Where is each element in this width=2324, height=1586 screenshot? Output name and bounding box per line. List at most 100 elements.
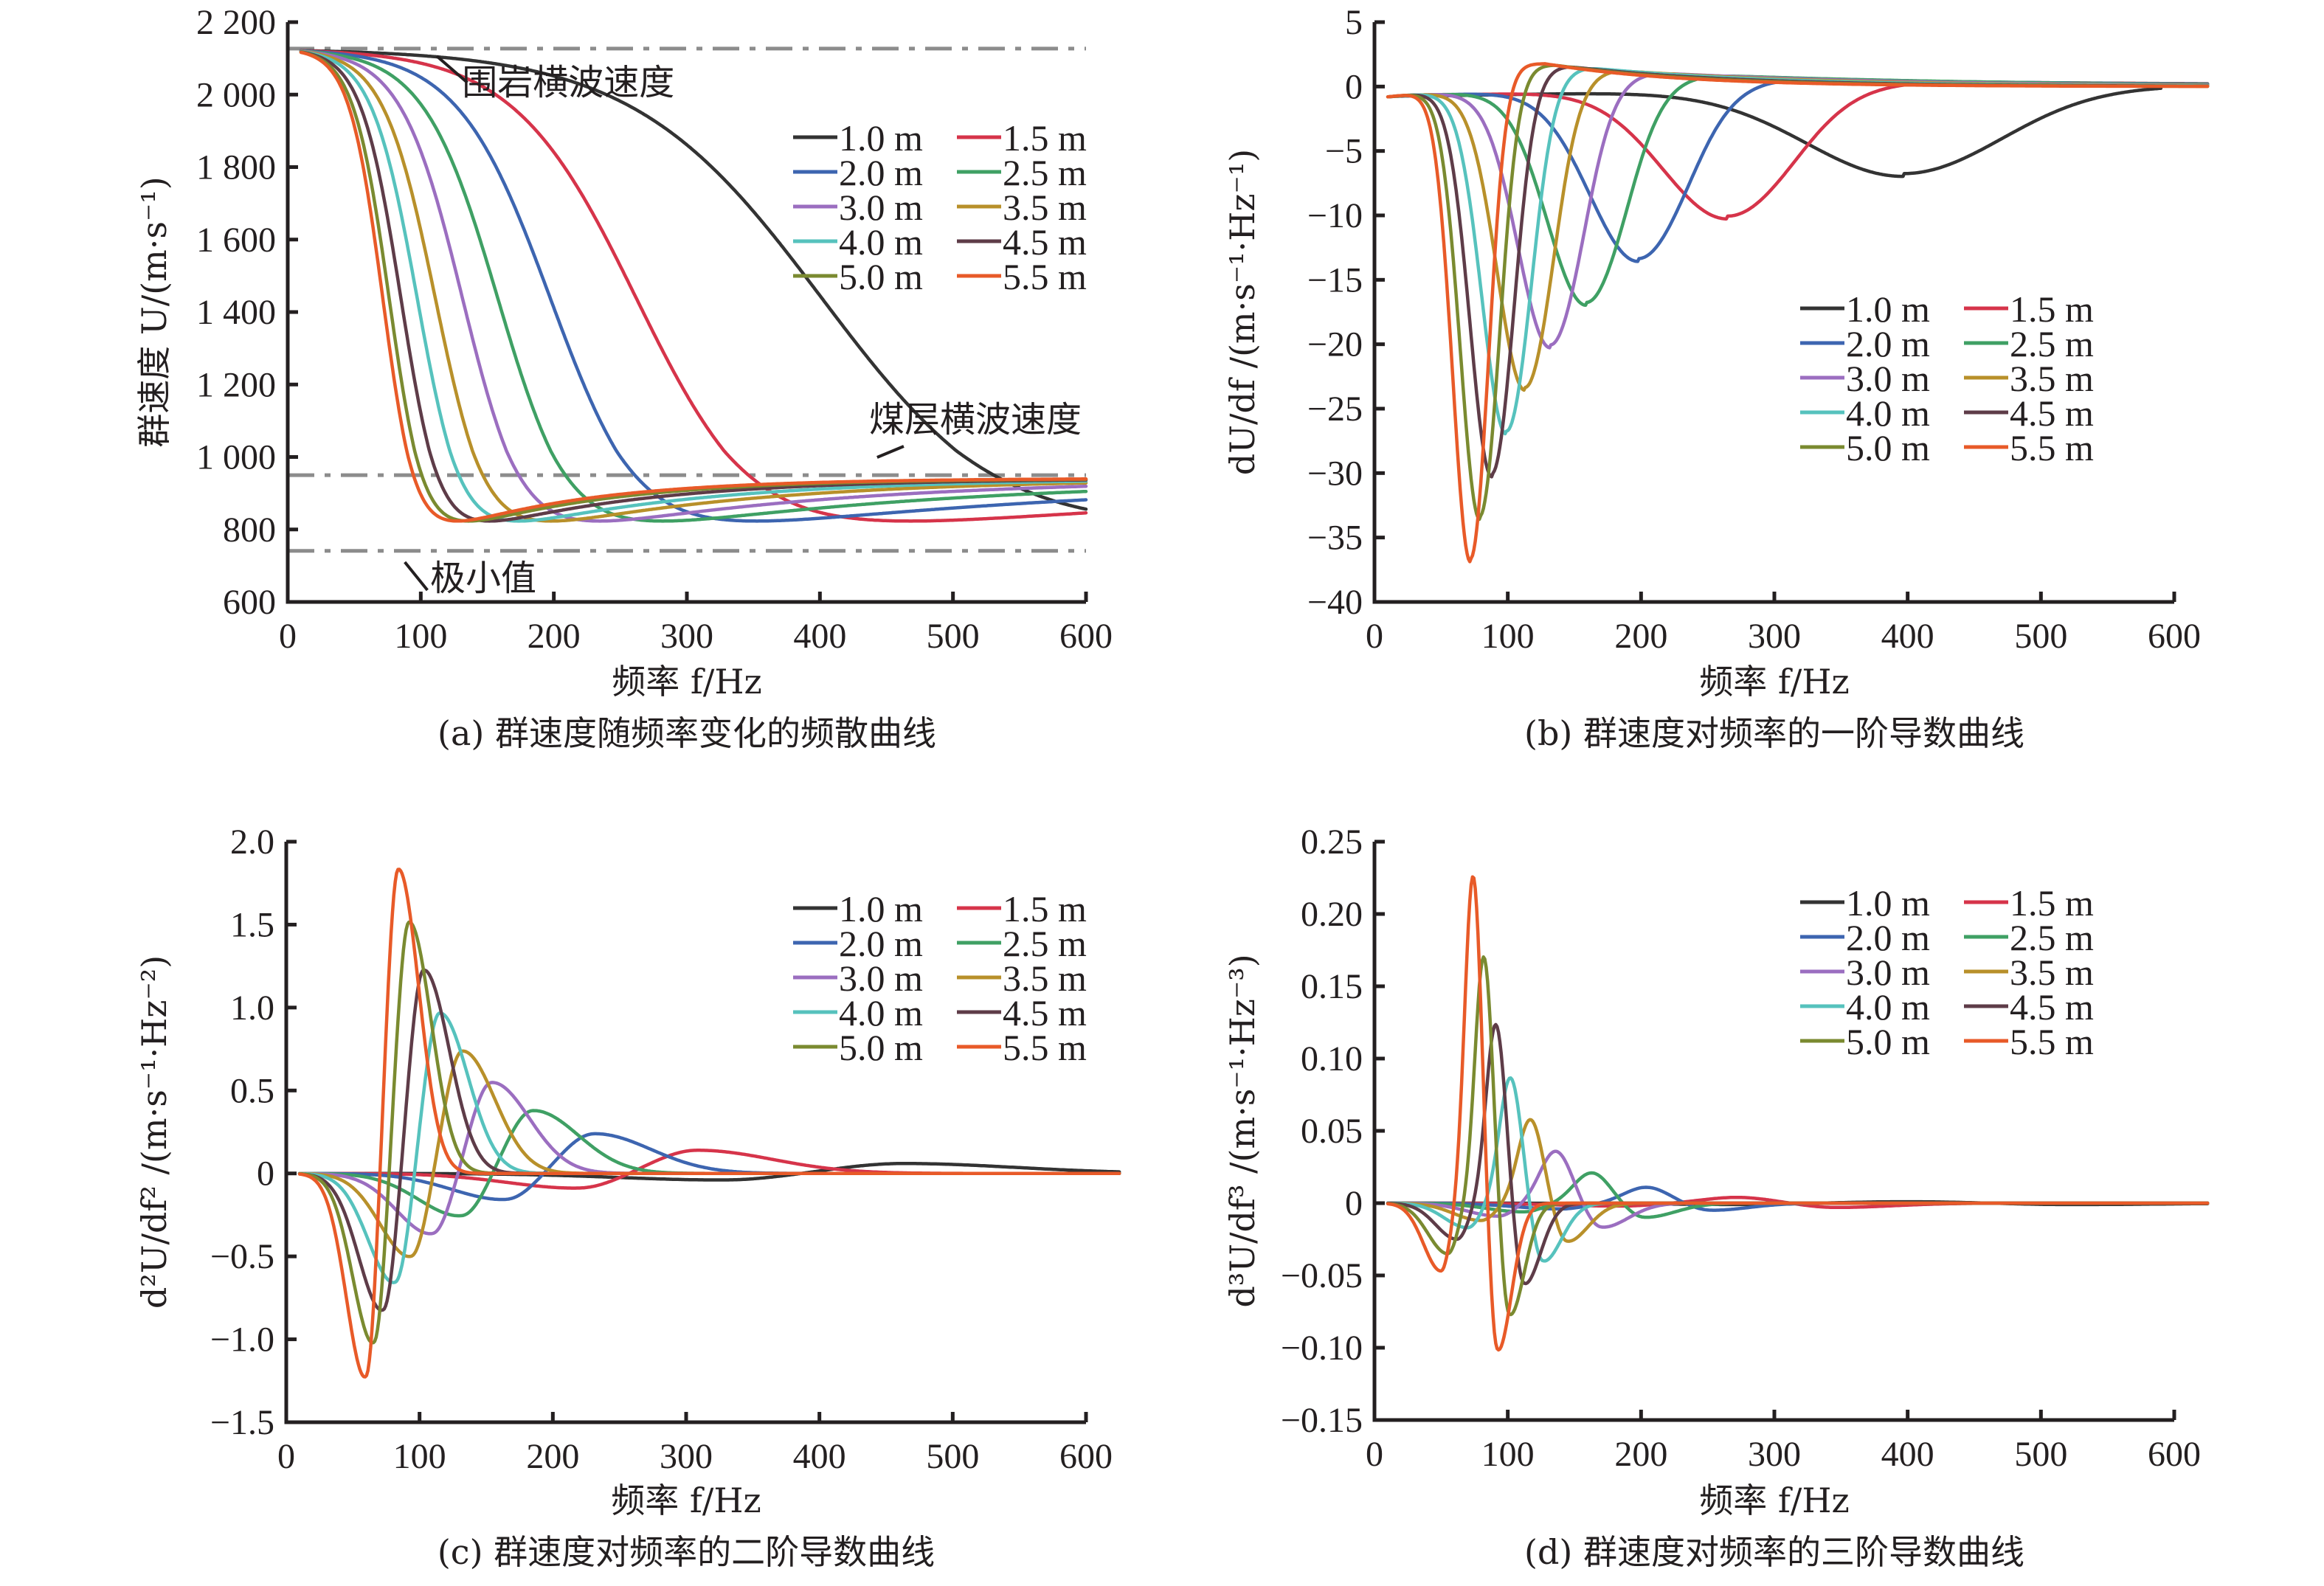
y-tick-label: −25 bbox=[1307, 389, 1363, 429]
legend-label: 1.5 m bbox=[1003, 888, 1087, 929]
y-tick-label: 800 bbox=[223, 510, 276, 550]
series-line bbox=[299, 49, 1088, 511]
y-tick-label: 2 000 bbox=[196, 75, 276, 114]
y-tick-label: 2.0 bbox=[230, 823, 274, 862]
x-tick-label: 600 bbox=[2148, 1435, 2201, 1474]
y-tick-label: −0.10 bbox=[1281, 1329, 1363, 1368]
legend-label: 4.0 m bbox=[839, 992, 923, 1033]
legend-label: 5.0 m bbox=[1846, 1021, 1930, 1062]
series-line bbox=[299, 50, 1088, 523]
y-axis-title: dU/df /(m·s⁻¹·Hz⁻¹) bbox=[1222, 149, 1262, 475]
legend-label: 3.0 m bbox=[839, 958, 923, 999]
y-tick-label: 1 400 bbox=[196, 293, 276, 332]
legend-label: 5.5 m bbox=[1003, 256, 1087, 297]
legend-label: 1.0 m bbox=[1846, 882, 1930, 924]
x-tick-label: 100 bbox=[394, 617, 447, 656]
x-axis-title: 频率 f/Hz bbox=[1699, 662, 1850, 702]
x-tick-label: 200 bbox=[528, 617, 581, 656]
annotation-leader bbox=[876, 445, 905, 459]
series-line bbox=[1386, 1022, 2210, 1286]
series-line bbox=[297, 1011, 1121, 1284]
y-tick-label: −5 bbox=[1325, 132, 1363, 171]
legend-label: 2.0 m bbox=[1846, 917, 1930, 958]
y-tick-label: −1.0 bbox=[210, 1320, 274, 1360]
legend-label: 2.0 m bbox=[1846, 323, 1930, 364]
y-tick-label: 2 200 bbox=[196, 3, 276, 42]
x-tick-label: 600 bbox=[2148, 617, 2201, 656]
legend-label: 3.0 m bbox=[1846, 952, 1930, 993]
legend-label: 3.5 m bbox=[2010, 952, 2094, 993]
legend-label: 1.0 m bbox=[1846, 288, 1930, 330]
legend-label: 3.0 m bbox=[1846, 358, 1930, 399]
x-tick-label: 200 bbox=[1614, 1435, 1667, 1474]
x-tick-label: 200 bbox=[1614, 617, 1667, 656]
panel-d-third-derivative: −0.15 −0.10 −0.05 0 0.05 0.10 0.15 0.20 0.25 0 100… bbox=[1222, 823, 2210, 1572]
legend-label: 4.5 m bbox=[1003, 992, 1087, 1033]
y-tick-label: −1.5 bbox=[210, 1403, 274, 1442]
legend: 1.0 m 1.5 m 2.0 m 2.5 m 3.0 m 3.5 m 4.0 m 4.5 m… bbox=[1800, 288, 2094, 468]
series-line bbox=[299, 49, 1088, 523]
x-tick-label: 100 bbox=[393, 1437, 446, 1476]
series-line bbox=[299, 49, 1088, 523]
legend-label: 4.0 m bbox=[1846, 392, 1930, 434]
legend-label: 2.5 m bbox=[2010, 323, 2094, 364]
y-tick-label: 0.15 bbox=[1301, 967, 1363, 1006]
legend-label: 2.5 m bbox=[2010, 917, 2094, 958]
axis-frame bbox=[286, 22, 1086, 604]
y-tick-label: −0.05 bbox=[1281, 1256, 1363, 1295]
x-tick-label: 400 bbox=[1881, 617, 1934, 656]
y-tick-label: −0.5 bbox=[210, 1237, 274, 1276]
legend-label: 5.5 m bbox=[1003, 1027, 1087, 1068]
x-tick-label: 500 bbox=[926, 1437, 979, 1476]
y-axis-title: d³U/df³ /(m·s⁻¹·Hz⁻³) bbox=[1222, 954, 1262, 1307]
x-tick-label: 600 bbox=[1059, 1437, 1113, 1476]
legend-label: 2.0 m bbox=[839, 152, 923, 193]
legend-label: 3.5 m bbox=[2010, 358, 2094, 399]
y-tick-label: 0 bbox=[1345, 67, 1363, 106]
panel-caption: (c) 群速度对频率的二阶导数曲线 bbox=[438, 1532, 935, 1572]
y-tick-label: 0.05 bbox=[1301, 1112, 1363, 1151]
y-tick-label: 1 000 bbox=[196, 438, 276, 477]
y-tick-label: 1 600 bbox=[196, 221, 276, 260]
y-tick-label: 1.5 bbox=[230, 905, 274, 944]
legend-label: 5.0 m bbox=[839, 1027, 923, 1068]
annotation-minimum: 极小值 bbox=[430, 558, 536, 599]
y-tick-label: −30 bbox=[1307, 454, 1363, 493]
x-tick-label: 0 bbox=[277, 1437, 295, 1476]
legend-label: 2.5 m bbox=[1003, 923, 1087, 964]
y-axis-title: 群速度 U/(m·s⁻¹) bbox=[134, 176, 174, 447]
series-line bbox=[297, 1162, 1121, 1182]
series-line bbox=[1386, 875, 2210, 1352]
panel-caption: (a) 群速度随频率变化的频散曲线 bbox=[438, 713, 936, 753]
legend-label: 2.0 m bbox=[839, 923, 923, 964]
legend-label: 1.0 m bbox=[839, 117, 923, 159]
legend-label: 4.5 m bbox=[1003, 221, 1087, 263]
legend-label: 1.5 m bbox=[2010, 288, 2094, 330]
x-tick-label: 0 bbox=[1366, 1435, 1383, 1474]
series-line bbox=[1412, 80, 2210, 221]
x-tick-label: 0 bbox=[279, 617, 297, 656]
legend-label: 5.0 m bbox=[1846, 427, 1930, 468]
x-tick-label: 500 bbox=[2014, 617, 2067, 656]
y-tick-label: 1 800 bbox=[196, 148, 276, 187]
legend-label: 3.5 m bbox=[1003, 187, 1087, 228]
y-axis-title: d²U/df² /(m·s⁻¹·Hz⁻²) bbox=[134, 955, 174, 1309]
series-line bbox=[299, 50, 1088, 523]
x-tick-label: 200 bbox=[526, 1437, 579, 1476]
x-tick-label: 300 bbox=[1748, 617, 1801, 656]
legend-label: 1.5 m bbox=[1003, 117, 1087, 159]
x-tick-label: 300 bbox=[660, 1437, 713, 1476]
y-tick-label: −10 bbox=[1307, 196, 1363, 235]
series-line bbox=[299, 49, 1088, 523]
legend-label: 5.5 m bbox=[2010, 427, 2094, 468]
y-tick-label: 0.25 bbox=[1301, 823, 1363, 862]
y-tick-label: 0.20 bbox=[1301, 895, 1363, 934]
x-axis-title: 频率 f/Hz bbox=[612, 662, 762, 702]
x-tick-label: 400 bbox=[793, 1437, 846, 1476]
y-tick-label: 5 bbox=[1345, 3, 1363, 42]
series-line bbox=[299, 49, 1088, 523]
x-tick-label: 0 bbox=[1366, 617, 1383, 656]
annotation-leader bbox=[404, 561, 429, 592]
